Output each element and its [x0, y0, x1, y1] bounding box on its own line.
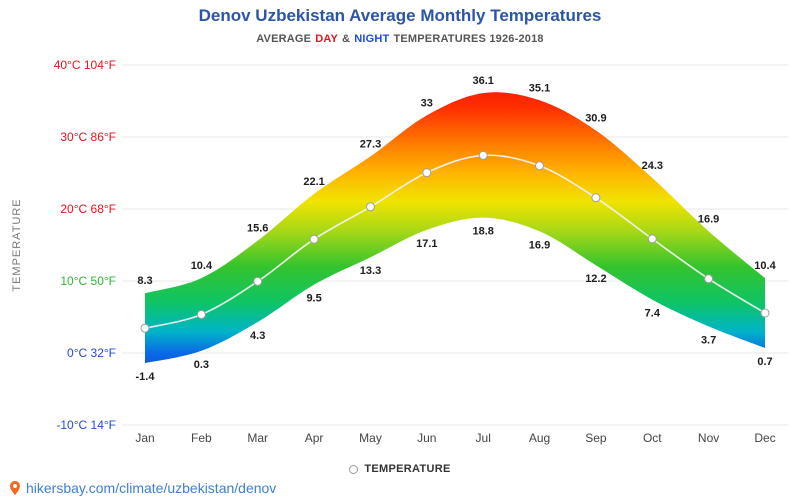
day-value-label: 15.6 [247, 223, 268, 235]
data-point-marker [760, 308, 770, 318]
month-label: May [359, 431, 382, 445]
data-point-marker [704, 274, 714, 284]
month-label: Oct [643, 431, 662, 445]
night-value-label: 0.7 [757, 356, 772, 368]
y-tick-label: -10°C 14°F [56, 418, 116, 432]
subtitle-day-label: DAY [315, 33, 339, 45]
month-label: Jun [417, 431, 436, 445]
night-value-label: 0.3 [194, 359, 209, 371]
month-label: Nov [698, 431, 719, 445]
footer: hikersbay.com/climate/uzbekistan/denov [8, 480, 276, 496]
night-value-label: -1.4 [136, 371, 156, 383]
y-tick-label: 40°C 104°F [54, 58, 116, 72]
day-value-label: 24.3 [642, 160, 663, 172]
day-value-label: 16.9 [698, 213, 719, 225]
month-label: Jul [476, 431, 491, 445]
night-value-label: 4.3 [250, 330, 265, 342]
data-point-marker [422, 168, 432, 178]
data-point-marker [591, 193, 601, 203]
legend-marker-icon [349, 464, 359, 474]
data-point-marker [647, 234, 657, 244]
footer-link[interactable]: hikersbay.com/climate/uzbekistan/denov [26, 480, 277, 496]
day-value-label: 36.1 [472, 75, 493, 87]
temperature-chart: 40°C 104°F 30°C 86°F 20°C 68°F 10°C 50°F 0°C… [54, 58, 788, 445]
data-point-marker [478, 150, 488, 160]
night-value-label: 18.8 [472, 226, 493, 238]
month-label: Jan [135, 431, 154, 445]
location-pin-icon [10, 481, 20, 495]
day-value-label: 8.3 [137, 275, 152, 287]
month-label: Aug [529, 431, 550, 445]
data-point-marker [535, 161, 544, 171]
night-value-label: 9.5 [306, 293, 321, 305]
data-point-marker [140, 323, 150, 333]
day-value-label: 10.4 [754, 260, 776, 272]
day-value-label: 22.1 [303, 176, 324, 188]
night-value-label: 13.3 [360, 265, 381, 277]
data-point-marker [196, 310, 206, 319]
subtitle-suffix: TEMPERATURES 1926-2018 [393, 33, 544, 45]
data-point-marker [253, 276, 263, 286]
day-value-label: 30.9 [585, 113, 606, 125]
night-value-label: 16.9 [529, 239, 550, 251]
data-point-marker [309, 234, 319, 244]
temperature-band [145, 92, 765, 364]
day-value-label: 27.3 [360, 138, 381, 150]
data-point-marker [366, 202, 375, 212]
y-tick-label: 20°C 68°F [60, 202, 116, 216]
month-label: Dec [754, 431, 775, 445]
day-value-label: 33 [421, 97, 433, 109]
chart-title: Denov Uzbekistan Average Monthly Tempera… [198, 6, 602, 25]
y-tick-label: 0°C 32°F [67, 346, 116, 360]
subtitle-prefix: AVERAGE [256, 33, 312, 45]
y-tick-label: 30°C 86°F [60, 130, 116, 144]
month-label: Feb [191, 431, 212, 445]
day-value-label: 35.1 [529, 82, 550, 94]
legend-label: TEMPERATURE [364, 463, 451, 475]
night-value-label: 12.2 [585, 273, 606, 285]
night-value-label: 3.7 [701, 334, 716, 346]
month-label: Sep [585, 431, 607, 445]
chart-legend: TEMPERATURE [0, 463, 800, 475]
y-tick-label: 10°C 50°F [60, 274, 116, 288]
subtitle-joiner: & [342, 33, 351, 45]
night-value-label: 17.1 [416, 238, 437, 250]
subtitle-night-label: NIGHT [354, 33, 390, 45]
month-label: Mar [247, 431, 268, 445]
month-label: Apr [305, 431, 324, 445]
day-value-label: 10.4 [191, 260, 213, 272]
y-axis-title: TEMPERATURE [11, 198, 23, 292]
chart-subtitle: AVERAGE DAY & NIGHT TEMPERATURES 1926-20… [0, 33, 800, 45]
night-value-label: 7.4 [645, 308, 661, 320]
